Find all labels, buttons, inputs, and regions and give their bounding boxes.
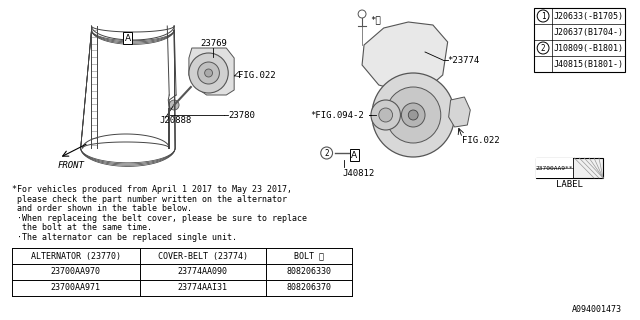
Polygon shape (449, 97, 470, 127)
Text: A094001473: A094001473 (572, 305, 622, 314)
Text: 23769: 23769 (200, 38, 227, 47)
Circle shape (408, 110, 418, 120)
Text: 2: 2 (324, 148, 329, 157)
Circle shape (386, 87, 441, 143)
Text: please check the part number written on the alternator: please check the part number written on … (12, 195, 287, 204)
Circle shape (371, 100, 401, 130)
Polygon shape (189, 48, 234, 95)
Text: 23774AAI31: 23774AAI31 (178, 284, 228, 292)
Circle shape (198, 62, 220, 84)
Text: A: A (125, 34, 131, 43)
Text: the bolt at the same time.: the bolt at the same time. (12, 223, 152, 232)
Text: LABEL: LABEL (556, 180, 583, 188)
Text: *For vehicles produced from April 1 2017 to May 23 2017,: *For vehicles produced from April 1 2017… (12, 185, 292, 194)
Text: J20633(-B1705): J20633(-B1705) (554, 12, 624, 20)
Text: FIG.022: FIG.022 (463, 135, 500, 145)
Text: *FIG.094-2: *FIG.094-2 (310, 110, 364, 119)
Text: J20637(B1704-): J20637(B1704-) (554, 28, 624, 36)
FancyBboxPatch shape (534, 8, 625, 72)
Text: BOLT ①: BOLT ① (294, 252, 324, 260)
Text: 808206370: 808206370 (287, 284, 332, 292)
FancyBboxPatch shape (536, 158, 573, 178)
Text: 808206330: 808206330 (287, 268, 332, 276)
Text: ·When replaceing the belt cover, please be sure to replace: ·When replaceing the belt cover, please … (12, 213, 307, 222)
Circle shape (189, 53, 228, 93)
Text: 23700AA971: 23700AA971 (51, 284, 100, 292)
Text: J20888: J20888 (159, 116, 191, 124)
Text: ALTERNATOR (23770): ALTERNATOR (23770) (31, 252, 121, 260)
Text: ·The alternator can be replaced single unit.: ·The alternator can be replaced single u… (12, 233, 237, 242)
Text: 1: 1 (541, 12, 545, 20)
Text: FRONT: FRONT (58, 161, 84, 170)
Text: and order shown in the table below.: and order shown in the table below. (12, 204, 192, 213)
Circle shape (169, 100, 179, 110)
Text: 23700AA9**: 23700AA9** (536, 165, 573, 171)
Text: *①: *① (370, 15, 381, 25)
Text: J40815(B1801-): J40815(B1801-) (554, 60, 624, 68)
Circle shape (372, 73, 454, 157)
Circle shape (205, 69, 212, 77)
Text: FIG.022: FIG.022 (238, 70, 276, 79)
FancyBboxPatch shape (536, 158, 603, 178)
Text: 23774AA090: 23774AA090 (178, 268, 228, 276)
Text: A: A (351, 150, 357, 159)
Text: J10809(-B1801): J10809(-B1801) (554, 44, 624, 52)
Circle shape (379, 108, 392, 122)
Text: 2: 2 (541, 44, 545, 52)
Text: J40812: J40812 (342, 169, 374, 178)
Text: COVER-BELT (23774): COVER-BELT (23774) (157, 252, 248, 260)
Text: *23774: *23774 (447, 55, 480, 65)
Text: 23700AA970: 23700AA970 (51, 268, 100, 276)
Circle shape (401, 103, 425, 127)
Polygon shape (362, 22, 447, 92)
Text: 23780: 23780 (228, 110, 255, 119)
